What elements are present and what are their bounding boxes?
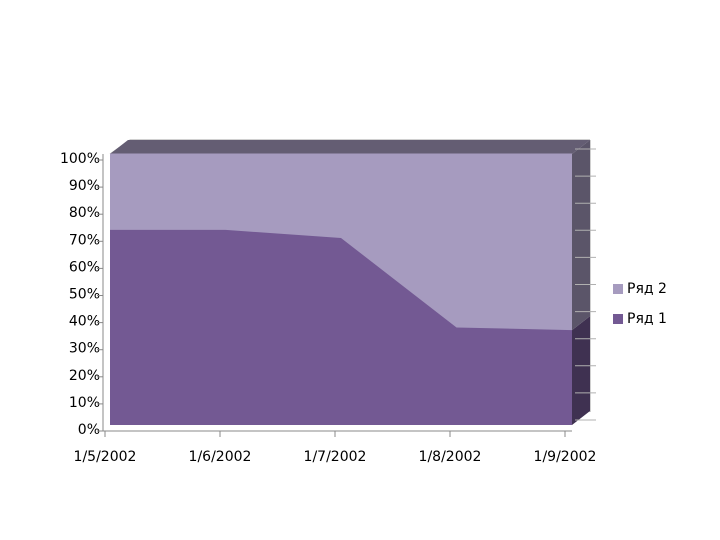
x-tick-label: 1/5/2002 bbox=[74, 449, 137, 465]
y-tick-label: 60% bbox=[69, 259, 100, 275]
y-tick-label: 30% bbox=[69, 341, 100, 357]
legend-label: Ряд 2 bbox=[627, 281, 667, 297]
x-tick-label: 1/8/2002 bbox=[419, 449, 482, 465]
y-tick-label: 100% bbox=[60, 151, 100, 167]
area-fill bbox=[110, 229, 572, 425]
y-tick-label: 0% bbox=[78, 422, 100, 438]
x-tick-label: 1/7/2002 bbox=[304, 449, 367, 465]
y-tick-label: 40% bbox=[69, 314, 100, 330]
legend-swatch bbox=[613, 314, 623, 324]
y-tick-label: 70% bbox=[69, 232, 100, 248]
y-tick-label: 10% bbox=[69, 395, 100, 411]
area-fill bbox=[110, 154, 572, 331]
legend-label: Ряд 1 bbox=[627, 311, 667, 327]
area-side bbox=[572, 316, 590, 425]
y-tick-label: 20% bbox=[69, 368, 100, 384]
x-tick-label: 1/9/2002 bbox=[534, 449, 597, 465]
legend-swatch bbox=[613, 284, 623, 294]
area-top-face bbox=[110, 140, 590, 154]
x-tick-label: 1/6/2002 bbox=[189, 449, 252, 465]
y-tick-label: 90% bbox=[69, 178, 100, 194]
y-tick-label: 50% bbox=[69, 287, 100, 303]
y-tick-label: 80% bbox=[69, 205, 100, 221]
area-side bbox=[572, 140, 590, 331]
